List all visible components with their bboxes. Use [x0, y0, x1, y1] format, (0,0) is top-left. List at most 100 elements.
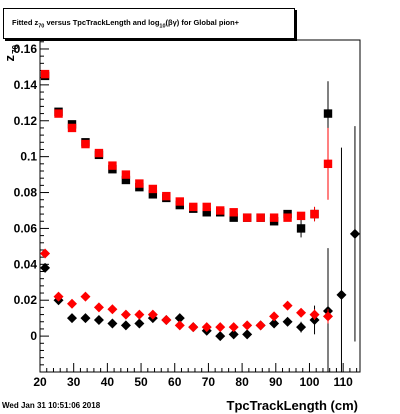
data-point-diamond	[174, 313, 185, 324]
data-point-diamond	[40, 262, 51, 273]
y-axis-label-sub: 70	[11, 45, 20, 54]
data-point-diamond	[336, 289, 347, 300]
data-point-square	[175, 197, 184, 206]
data-point-diamond	[309, 309, 320, 320]
data-point-diamond	[242, 329, 253, 340]
data-point-diamond	[67, 298, 77, 309]
title-sub-1: 70	[38, 23, 45, 30]
data-point-square	[67, 123, 77, 133]
data-point-diamond	[255, 320, 266, 331]
data-point-diamond	[80, 313, 91, 324]
data-point-diamond	[80, 291, 91, 302]
data-point-diamond	[323, 311, 333, 322]
data-point-diamond	[228, 322, 239, 333]
y-tick-label: 0.16	[14, 42, 38, 56]
data-point-square	[229, 213, 238, 222]
y-axis-label: z 70	[2, 45, 20, 62]
data-point-diamond	[67, 313, 77, 324]
data-point-diamond	[40, 248, 51, 259]
data-point-square	[229, 208, 238, 217]
data-point-square	[94, 148, 104, 158]
y-tick-label: 0.12	[14, 114, 38, 128]
chart-title: Fitted z70 versus TpcTrackLength and log…	[3, 8, 295, 39]
data-point-square	[323, 109, 333, 118]
title-part-3: (βγ) for Global pion+	[165, 18, 240, 27]
data-point-diamond	[53, 291, 64, 302]
data-point-square	[148, 184, 158, 194]
data-point-square	[81, 139, 90, 149]
data-point-diamond	[282, 300, 293, 311]
data-point-diamond	[147, 309, 158, 320]
data-point-square	[108, 161, 117, 170]
y-tick-label: 0.14	[14, 78, 38, 92]
y-tick-label: 0.1	[20, 150, 37, 164]
data-point-diamond	[282, 316, 293, 327]
data-point-square	[121, 170, 131, 179]
y-tick-label: 0.04	[14, 257, 38, 271]
y-axis-label-main: z	[2, 55, 17, 62]
data-point-diamond	[269, 311, 280, 322]
data-point-square	[202, 208, 211, 217]
y-tick-label: 0.02	[14, 293, 38, 307]
x-tick-label: 30	[67, 375, 81, 389]
x-tick-label: 100	[299, 375, 319, 389]
data-point-diamond	[134, 318, 145, 329]
x-tick-label: 110	[333, 375, 353, 389]
data-point-diamond	[107, 304, 118, 315]
data-point-square	[283, 213, 292, 222]
data-point-square	[256, 213, 265, 222]
data-point-diamond	[296, 307, 307, 318]
data-point-diamond	[174, 320, 185, 331]
title-part-1: Fitted z	[12, 18, 39, 27]
y-tick-label: 0.06	[14, 221, 38, 235]
x-axis-label: TpcTrackLength (cm)	[227, 398, 358, 413]
y-tick-label: 0	[30, 329, 37, 343]
data-point-square	[202, 202, 211, 212]
frame	[39, 39, 361, 373]
data-point-square	[310, 209, 319, 219]
data-point-square	[296, 224, 306, 233]
data-point-square	[323, 159, 333, 169]
x-tick-label: 60	[168, 375, 182, 389]
title-sub-2: 10	[159, 23, 166, 30]
data-point-diamond	[242, 320, 253, 331]
data-point-square	[148, 190, 158, 199]
x-tick-label: 50	[134, 375, 148, 389]
data-point-diamond	[228, 329, 239, 340]
x-tick-label: 70	[202, 375, 216, 389]
data-marks	[40, 69, 360, 372]
data-point-diamond	[188, 322, 199, 333]
data-point-square	[162, 191, 171, 201]
timestamp: Wed Jan 31 10:51:06 2018	[2, 401, 101, 410]
title-part-2: versus TpcTrackLength and log	[44, 18, 160, 27]
x-tick-label: 20	[33, 375, 47, 389]
x-tick-label: 90	[269, 375, 283, 389]
data-point-diamond	[107, 318, 118, 329]
data-point-diamond	[215, 331, 226, 342]
data-point-diamond	[161, 314, 172, 325]
data-point-diamond	[134, 309, 145, 320]
data-point-diamond	[215, 322, 226, 333]
data-point-square	[269, 213, 279, 222]
data-point-square	[40, 69, 50, 79]
data-point-square	[242, 213, 252, 222]
data-point-diamond	[296, 322, 307, 333]
data-point-diamond	[349, 228, 360, 239]
data-point-diamond	[269, 318, 280, 329]
data-point-diamond	[201, 322, 212, 333]
data-point-square	[296, 211, 306, 221]
data-point-square	[135, 179, 144, 188]
x-tick-label: 80	[235, 375, 249, 389]
data-point-diamond	[93, 314, 104, 325]
data-point-diamond	[93, 302, 104, 313]
data-point-square	[121, 175, 131, 185]
data-point-square	[54, 109, 63, 118]
data-point-square	[189, 202, 198, 212]
data-point-square	[216, 206, 225, 215]
y-tick-label: 0.08	[14, 186, 38, 200]
data-point-diamond	[120, 320, 131, 331]
x-tick-label: 40	[101, 375, 115, 389]
axis-ticks: 20 30 40 50 60 70 80 90 100 110 0 0.02 0.04 0.06 0.08 0…	[14, 41, 358, 389]
data-point-diamond	[120, 309, 131, 320]
